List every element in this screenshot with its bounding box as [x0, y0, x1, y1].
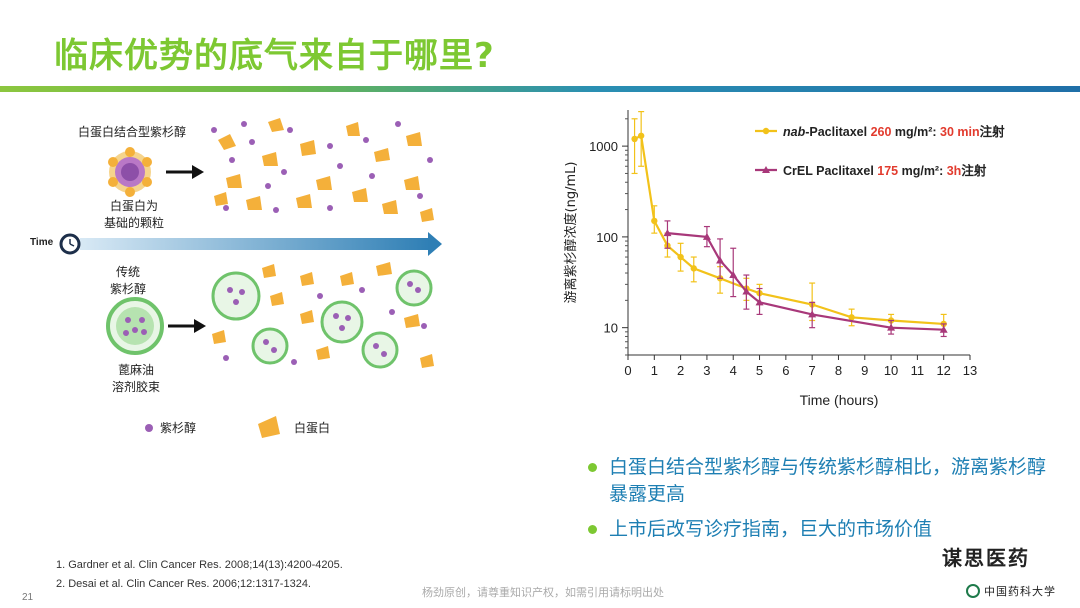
y-tick-label: 10: [604, 321, 618, 336]
x-axis-label: Time (hours): [800, 392, 879, 408]
data-point: [848, 314, 855, 321]
x-tick-label: 5: [756, 363, 763, 378]
series-line: [667, 232, 944, 331]
x-tick-label: 10: [884, 363, 898, 378]
bullet-text: 白蛋白结合型紫杉醇与传统紫杉醇相比，游离紫杉醇暴露更高: [609, 456, 1047, 505]
university-logo: 中国药科大学: [966, 583, 1056, 599]
data-point: [755, 298, 764, 306]
x-tick-label: 13: [963, 363, 977, 378]
label-cremophor-micelle: 蓖麻油 溶剂胶束: [111, 363, 160, 394]
data-point: [808, 310, 817, 318]
y-tick-label: 100: [596, 230, 618, 245]
data-point: [631, 135, 638, 143]
label-traditional-paclitaxel: 传统 紫杉醇: [109, 265, 146, 296]
footer-note: 杨劲原创，请尊重知识产权，如需引用请标明出处: [422, 586, 664, 599]
data-point: [939, 325, 948, 333]
x-tick-label: 9: [861, 363, 868, 378]
label-albumin-bound-paclitaxel: 白蛋白结合型紫杉醇: [77, 125, 186, 139]
x-tick-label: 2: [677, 363, 684, 378]
legend-paclitaxel-dot-icon: [145, 424, 153, 432]
pk-chart: 0 1 2 3 4 5 6 7 8 9 10 11 12 13 10 100 1000 Time (hours) 游…: [555, 100, 1005, 420]
title-divider-bar: [0, 86, 1080, 92]
data-point: [663, 229, 672, 237]
data-point: [729, 271, 738, 279]
university-name: 中国药科大学: [984, 585, 1056, 598]
time-label: Time: [30, 237, 54, 248]
signature-logo: 谋思医药: [942, 546, 1030, 570]
data-point: [690, 265, 697, 272]
x-tick-label: 11: [911, 363, 925, 378]
arrow-right-icon: [166, 165, 204, 179]
legend-entry: nab-Paclitaxel 260 mg/m²: 30 min注射: [783, 124, 1005, 139]
reference-item: 1. Gardner et al. Clin Cancer Res. 2008;…: [56, 559, 343, 571]
legend-marker: [762, 127, 770, 135]
y-axis-label: 游离紫杉醇浓度(ng/mL): [563, 162, 579, 304]
reference-item: 2. Desai et al. Clin Cancer Res. 2006;12…: [56, 578, 311, 590]
mechanism-illustration: 白蛋白结合型紫杉醇: [0, 100, 470, 460]
data-point: [677, 253, 684, 261]
legend-paclitaxel-label: 紫杉醇: [160, 421, 197, 435]
data-point: [702, 232, 711, 240]
legend-entry: CrEL Paclitaxel 175 mg/m²: 3h注射: [783, 163, 987, 178]
key-points: 白蛋白结合型紫杉醇与传统紫杉醇相比，游离紫杉醇暴露更高 上市后改写诊疗指南，巨大…: [582, 454, 1052, 551]
micelle-icon: [106, 297, 164, 355]
x-tick-label: 8: [835, 363, 842, 378]
x-tick-label: 0: [624, 363, 631, 378]
page-number: 21: [22, 592, 34, 603]
x-tick-label: 12: [936, 363, 950, 378]
data-point: [651, 217, 658, 225]
time-arrow: [80, 232, 442, 256]
university-emblem-icon: [966, 584, 980, 598]
bullet-text: 上市后改写诊疗指南，巨大的市场价值: [609, 518, 933, 540]
bullet-item: 上市后改写诊疗指南，巨大的市场价值: [582, 516, 1052, 543]
legend-marker: [762, 166, 770, 173]
x-tick-label: 1: [651, 363, 658, 378]
mechanism-drawing: [59, 118, 442, 438]
slide-title: 临床优势的底气来自于哪里?: [54, 36, 495, 76]
clock-icon: [59, 233, 81, 255]
bullet-item: 白蛋白结合型紫杉醇与传统紫杉醇相比，游离紫杉醇暴露更高: [582, 454, 1052, 508]
legend-albumin-icon: [258, 416, 280, 438]
bullet-dot-icon: [588, 463, 597, 472]
data-point: [742, 287, 751, 295]
x-tick-label: 7: [809, 363, 816, 378]
albumin-nanoparticle-icon: [108, 147, 152, 197]
data-point: [637, 132, 645, 139]
references: 1. Gardner et al. Clin Cancer Res. 2008;…: [56, 556, 343, 594]
x-tick-label: 3: [703, 363, 710, 378]
data-point: [716, 256, 725, 264]
bullet-dot-icon: [588, 525, 597, 534]
released-particles-top: [211, 118, 434, 222]
released-micelles-bottom: [211, 262, 434, 369]
x-tick-label: 6: [782, 363, 789, 378]
x-tick-label: 4: [730, 363, 737, 378]
label-albumin-particle: 白蛋白为 基础的颗粒: [103, 199, 164, 230]
legend-albumin-label: 白蛋白: [294, 421, 331, 435]
y-tick-label: 1000: [589, 139, 618, 154]
arrow-right-icon: [168, 319, 206, 333]
data-point: [887, 323, 896, 331]
